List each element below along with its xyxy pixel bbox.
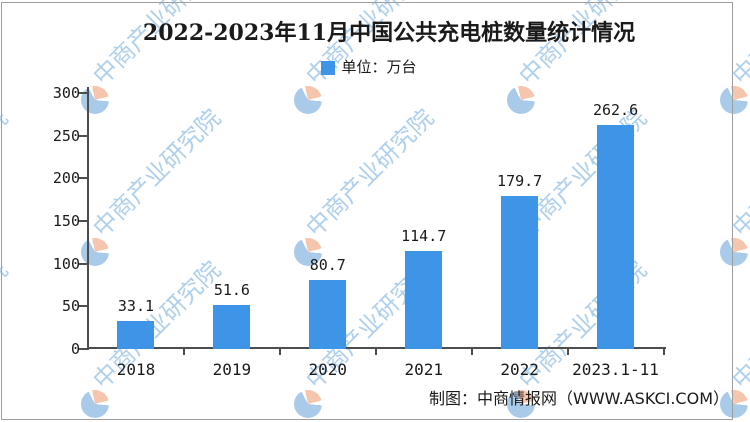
legend-swatch [321,60,336,75]
askci-logo-icon [81,86,109,114]
bar-value-label: 262.6 [592,100,639,119]
y-tick-label: 50 [61,297,80,316]
bar [309,280,347,349]
y-tick-label: 150 [52,212,80,230]
askci-logo-icon [507,390,535,418]
x-tick [470,349,473,355]
y-tick [79,92,88,94]
footer-credit: 制图：中商情报网（WWW.ASKCI.COM） [429,389,729,408]
bar-value-label: 114.7 [401,227,447,246]
bar [597,124,635,349]
bar [117,320,155,349]
chart-frame [1,2,733,420]
bar [405,251,443,349]
x-tick [374,349,377,355]
y-tick [79,220,88,222]
askci-logo-icon [294,238,322,266]
y-tick-label: 0 [70,340,80,358]
y-axis-line [87,87,89,350]
x-tick-label: 2023.1-11 [572,360,659,379]
y-tick [79,348,88,350]
x-tick [182,349,185,355]
y-tick-label: 200 [52,169,80,188]
x-tick-label: 2020 [308,360,348,379]
chart-title: 2022-2023年11月中国公共充电桩数量统计情况 [142,20,636,46]
askci-logo-icon [81,390,109,418]
legend: 单位：万台 [0,59,744,76]
bar [213,304,251,349]
bar-value-label: 179.7 [497,171,543,190]
bar [501,195,539,349]
y-tick-label: 300 [52,84,80,102]
y-tick-label: 250 [52,126,80,145]
y-tick [79,262,88,265]
askci-logo-icon [720,238,748,266]
x-tick [278,349,281,355]
askci-logo-icon [294,390,322,418]
y-tick [79,177,88,180]
askci-logo-icon [294,86,322,114]
bar-value-label: 80.7 [309,256,346,275]
askci-logo-icon [720,86,748,114]
y-tick-label: 100 [52,254,80,273]
y-tick [79,305,88,308]
askci-logo-icon [720,390,748,418]
bar-value-label: 51.6 [213,280,250,299]
x-tick-label: 2018 [116,360,156,379]
askci-logo-icon [81,238,109,266]
x-tick [662,349,665,355]
bar-value-label: 33.1 [117,296,155,315]
x-tick-label: 2022 [500,360,539,379]
x-axis-line [87,347,666,349]
x-tick-label: 2019 [212,360,252,379]
askci-logo-icon [507,86,535,114]
x-tick [566,349,569,355]
x-tick-label: 2021 [404,360,443,379]
legend-label: 单位：万台 [341,58,417,76]
y-tick [79,134,88,137]
